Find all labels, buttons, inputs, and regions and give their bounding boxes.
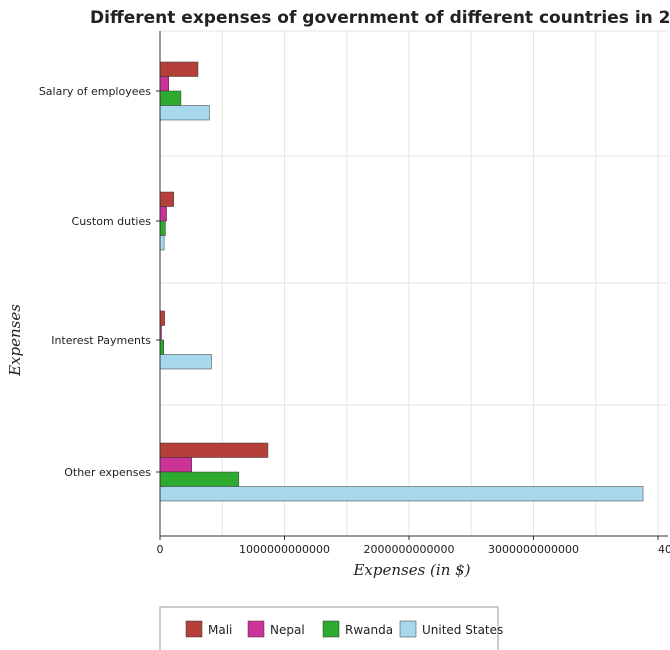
legend-swatch-mali	[185, 620, 203, 638]
bar-nepal-other-expenses	[159, 457, 192, 473]
x-tick-label: 1000000000000	[239, 543, 330, 556]
x-tick-label: 0	[157, 543, 164, 556]
y-tick-label: Custom duties	[72, 215, 152, 228]
legend-label-nepal: Nepal	[270, 623, 305, 637]
y-tick-label: Salary of employees	[39, 85, 151, 98]
bar-nepal-salary-of-employees	[159, 76, 169, 92]
bar-united-states-interest-payments	[159, 354, 212, 370]
bar-rwanda-custom-duties	[159, 220, 166, 236]
bar-nepal-custom-duties	[159, 206, 167, 222]
chart-title: Different expenses of government of diff…	[90, 8, 670, 28]
legend-swatch-nepal	[247, 620, 265, 638]
bar-mali-other-expenses	[159, 442, 269, 458]
y-axis-label: Expenses	[6, 304, 24, 377]
x-axis-label: Expenses (in $)	[352, 561, 470, 579]
legend-label-united-states: United States	[422, 623, 503, 637]
bar-united-states-salary-of-employees	[159, 105, 210, 121]
y-tick-label: Interest Payments	[51, 334, 151, 347]
y-tick-label: Other expenses	[64, 466, 151, 479]
x-tick-label: 4000000000000	[658, 543, 670, 556]
bar-mali-custom-duties	[159, 191, 174, 207]
bar-united-states-custom-duties	[159, 235, 165, 251]
legend: Mali Nepal Rwanda United States	[159, 606, 503, 650]
bar-rwanda-salary-of-employees	[159, 90, 182, 106]
legend-label-rwanda: Rwanda	[345, 623, 393, 637]
legend-swatch-rwanda	[322, 620, 340, 638]
legend-label-mali: Mali	[208, 623, 232, 637]
bar-rwanda-interest-payments	[159, 339, 164, 355]
bar-mali-salary-of-employees	[159, 61, 199, 77]
plot-area: Salary of employees Custom duties Interest…	[39, 30, 670, 556]
bar-mali-interest-payments	[159, 310, 165, 326]
bar-united-states-other-expenses	[159, 486, 644, 502]
x-tick-label: 3000000000000	[488, 543, 579, 556]
bar-rwanda-other-expenses	[159, 471, 240, 487]
x-tick-label: 2000000000000	[364, 543, 455, 556]
legend-swatch-united-states	[399, 620, 417, 638]
